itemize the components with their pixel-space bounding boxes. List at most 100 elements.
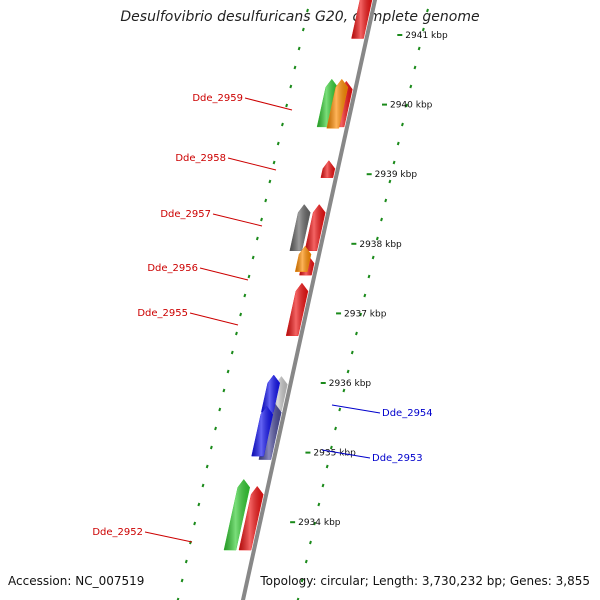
gene-feature-blue[interactable] [251, 405, 274, 457]
outer-tick [197, 502, 201, 507]
outer-tick [272, 160, 276, 165]
inner-tick [413, 65, 417, 70]
gene-label[interactable]: Dde_2958 [175, 153, 226, 164]
inner-tick [380, 217, 383, 222]
inner-tick [321, 483, 325, 488]
genome-backbone [240, 0, 378, 600]
gene-label[interactable]: Dde_2952 [92, 527, 143, 538]
inner-tick [350, 350, 354, 355]
inner-tick [371, 255, 375, 260]
feature-shading [320, 160, 335, 178]
outer-tick [247, 274, 251, 279]
outer-tick [218, 407, 222, 412]
inner-tick [300, 578, 304, 583]
outer-tick [214, 426, 218, 431]
feature-shading [304, 204, 326, 251]
outer-tick [209, 445, 213, 450]
outer-tick [285, 103, 289, 108]
gene-label[interactable]: Dde_2956 [147, 263, 198, 274]
label-leader-line [321, 449, 371, 459]
inner-tick [421, 27, 425, 32]
inner-tick [304, 559, 308, 564]
gene-feature-orange[interactable] [326, 78, 349, 129]
inner-tick [346, 369, 350, 374]
inner-tick [342, 388, 346, 393]
inner-tick [325, 464, 329, 469]
outer-tick [222, 388, 226, 393]
label-leader-line [212, 213, 263, 227]
feature-shading [261, 375, 280, 413]
coordinate-ruler: 2941 kbp 2940 kbp 2939 kbp 2938 kbp 2937 kbp… [290, 31, 448, 528]
gene-labels: Dde_2959 Dde_2958 Dde_2957 Dde_2956 Dde_2955… [92, 93, 433, 543]
inner-tick [355, 331, 358, 336]
inner-tick [417, 46, 421, 51]
outer-tick [301, 27, 305, 32]
ruler-label: 2941 kbp [405, 31, 448, 41]
inner-tick [367, 274, 371, 279]
gene-feature-red[interactable] [351, 0, 373, 39]
outer-tick [180, 578, 184, 583]
label-leader-line [189, 312, 239, 326]
inner-tick [317, 502, 321, 507]
inner-tick [388, 179, 392, 184]
gene-label[interactable]: Dde_2954 [382, 408, 433, 419]
outer-tick [201, 483, 205, 488]
inner-tick-ring [296, 8, 429, 600]
outer-tick [289, 84, 293, 89]
outer-tick [280, 122, 284, 127]
outer-tick [260, 217, 263, 222]
label-leader-line [199, 267, 249, 281]
inner-tick [334, 426, 338, 431]
gene-label[interactable]: Dde_2957 [160, 209, 211, 220]
gene-label[interactable]: Dde_2953 [372, 453, 423, 464]
label-leader-line [227, 157, 277, 171]
ruler-label: 2936 kbp [329, 379, 372, 389]
gene-feature-gray[interactable] [289, 204, 311, 252]
ruler-label: 2938 kbp [359, 240, 402, 250]
inner-tick [405, 103, 409, 108]
inner-tick [409, 84, 413, 89]
gene-feature-green[interactable] [223, 478, 251, 551]
backbone-line [240, 0, 378, 600]
feature-shading [238, 486, 264, 551]
outer-tick [306, 8, 309, 13]
outer-tick-ring [176, 8, 309, 600]
gene-feature-red[interactable] [238, 485, 264, 551]
outer-tick [264, 198, 268, 203]
feature-shading [251, 406, 273, 457]
gene-feature-red[interactable] [304, 204, 326, 252]
outer-tick [268, 179, 272, 184]
outer-tick [297, 46, 301, 51]
outer-tick [243, 293, 247, 298]
gene-feature-orange[interactable] [294, 245, 312, 272]
ruler-label: 2937 kbp [344, 309, 387, 319]
feature-shading [286, 283, 308, 336]
outer-tick [193, 521, 197, 526]
inner-tick [384, 198, 388, 203]
outer-tick [293, 65, 297, 70]
gene-feature-red[interactable] [320, 160, 336, 178]
topology-text: Topology: circular; Length: 3,730,232 bp… [260, 574, 590, 588]
gene-label[interactable]: Dde_2959 [192, 93, 243, 104]
accession-text: Accession: NC_007519 [8, 574, 145, 588]
map-title: Desulfovibrio desulfuricans G20, complet… [120, 9, 480, 25]
outer-tick [230, 350, 234, 355]
feature-shading [351, 0, 372, 39]
label-leader-line [244, 97, 293, 111]
ruler-label: 2939 kbp [375, 170, 418, 180]
label-leader-line [144, 531, 193, 543]
feature-shading [223, 479, 250, 551]
outer-tick [235, 331, 238, 336]
feature-track [223, 0, 373, 551]
inner-tick [338, 407, 342, 412]
outer-tick [251, 255, 255, 260]
outer-tick [184, 559, 188, 564]
inner-tick [375, 236, 379, 241]
inner-tick [359, 312, 363, 317]
gene-label[interactable]: Dde_2955 [137, 308, 188, 319]
gene-feature-red[interactable] [285, 282, 309, 336]
outer-tick [255, 236, 259, 241]
inner-tick [309, 540, 312, 545]
outer-tick [276, 141, 280, 146]
